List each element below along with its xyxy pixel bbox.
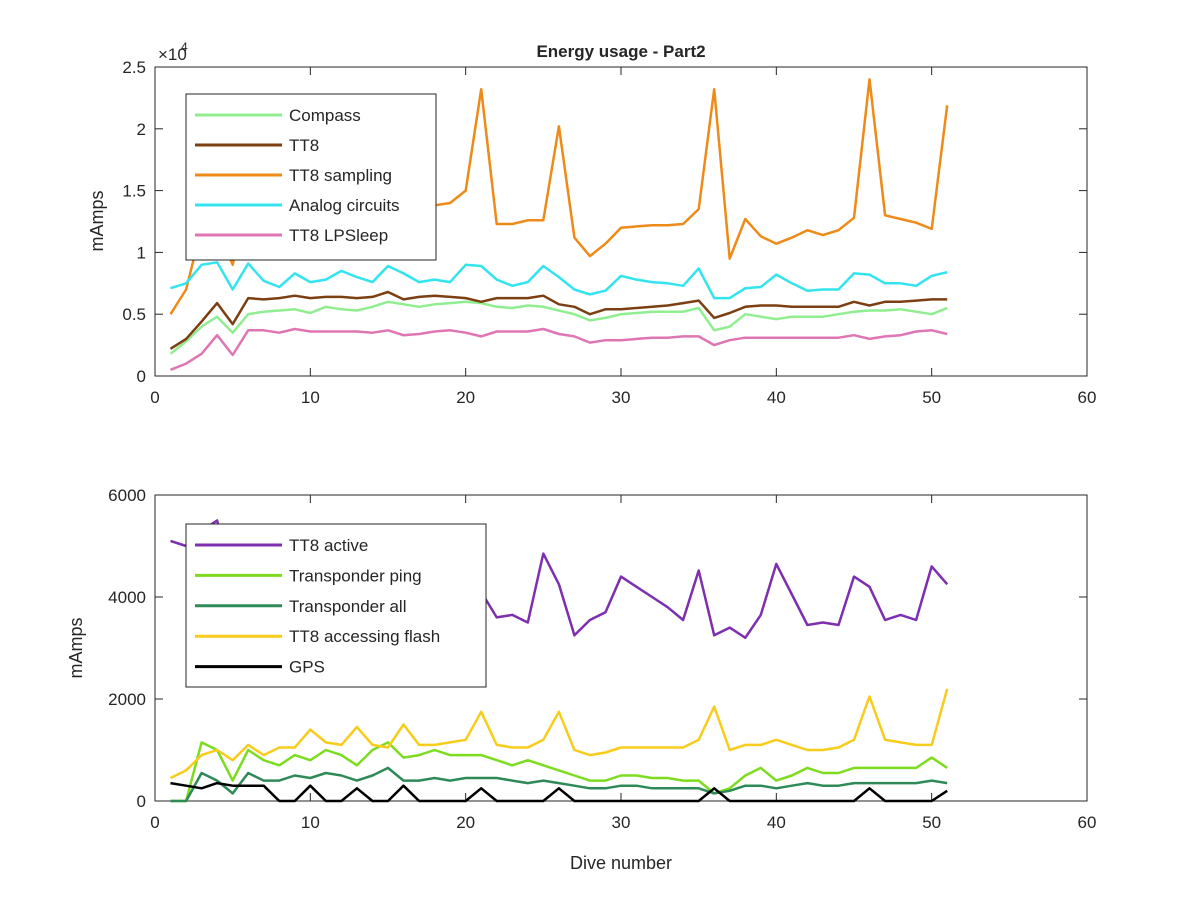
series-line-tt8-accessing-flash [169,688,949,780]
bottom-x-tick-label: 10 [301,813,320,832]
bottom-x-tick-label: 30 [612,813,631,832]
bottom-x-axis-label: Dive number [570,853,672,873]
top-chart-title: Energy usage - Part2 [536,42,705,61]
top-y-tick-label: 0.5 [122,305,146,324]
bottom-x-tick-label: 0 [150,813,159,832]
top-y-tick-label: 2.5 [122,58,146,77]
bottom-y-tick-label: 0 [137,792,146,811]
legend-label-tt8-lpsleep: TT8 LPSleep [289,226,388,245]
top-y-tick-label: 1 [137,243,146,262]
series-line-gps [170,781,948,803]
top-x-tick-label: 20 [456,388,475,407]
legend-label-gps: GPS [289,658,325,677]
top-legend-box [185,93,437,261]
top-y-tick-label: 1.5 [122,182,146,201]
bottom-x-tick-label: 60 [1078,813,1097,832]
series-line-compass [169,300,948,355]
top-chart: Energy usage - Part2 mAmps ×10 4 0 10 20 30… [87,40,1096,407]
series-line-transponder-ping [170,741,948,803]
bottom-chart: mAmps Dive number 0 10 20 30 40 50 60 0 2000 4000… [66,486,1096,873]
series-line-transponder-all [170,766,948,803]
bottom-x-tick-label: 40 [767,813,786,832]
top-x-tick-label: 10 [301,388,320,407]
series-line-tt8 [169,290,948,350]
bottom-series-lines [169,519,949,803]
legend-label-tt8-sampling: TT8 sampling [289,166,392,185]
top-y-tick-label: 2 [137,120,146,139]
legend-label-tt8: TT8 [289,136,319,155]
top-legend: Compass TT8 TT8 sampling Analog circuits TT8… [185,93,437,261]
legend-label-compass: Compass [289,106,361,125]
top-x-tick-label: 40 [767,388,786,407]
series-line-tt8-lpsleep [170,327,948,371]
top-axis-ticks: 0 10 20 30 40 50 60 0 0.5 1 1.5 2 2.5 [122,58,1096,407]
legend-label-tt8-active: TT8 active [289,536,368,555]
top-x-tick-label: 30 [612,388,631,407]
legend-label-analog-circuits: Analog circuits [289,196,400,215]
bottom-y-axis-label: mAmps [66,617,86,678]
series-line-analog-circuits [170,261,948,300]
legend-label-transponder-all: Transponder all [289,597,407,616]
top-y-axis-label: mAmps [87,190,107,251]
legend-label-transponder-ping: Transponder ping [289,566,422,585]
legend-label-tt8-accessing-flash: TT8 accessing flash [289,627,440,646]
bottom-legend: TT8 active Transponder ping Transponder al… [185,523,487,688]
top-exponent-base: ×10 [158,45,187,64]
bottom-y-tick-label: 4000 [108,588,146,607]
top-exponent-label: ×10 4 [158,40,188,64]
bottom-axis-ticks: 0 10 20 30 40 50 60 0 2000 4000 6000 [108,486,1096,832]
bottom-y-tick-label: 2000 [108,690,146,709]
bottom-y-tick-label: 6000 [108,486,146,505]
top-exponent-power: 4 [181,40,188,54]
top-y-tick-label: 0 [137,367,146,386]
top-x-tick-label: 50 [922,388,941,407]
top-x-tick-label: 60 [1078,388,1097,407]
top-x-tick-label: 0 [150,388,159,407]
bottom-x-tick-label: 50 [922,813,941,832]
bottom-x-tick-label: 20 [456,813,475,832]
